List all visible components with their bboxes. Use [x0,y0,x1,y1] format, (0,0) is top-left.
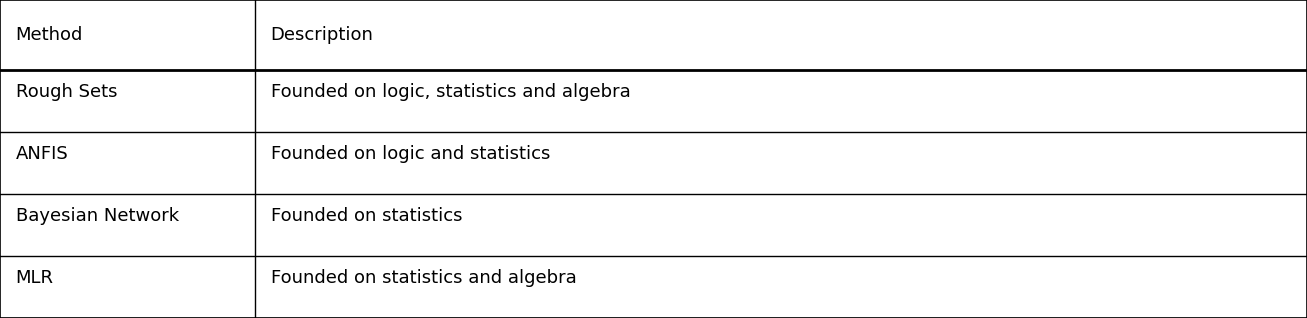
Text: Founded on statistics and algebra: Founded on statistics and algebra [271,269,576,287]
Text: Method: Method [16,26,84,44]
Text: Rough Sets: Rough Sets [16,83,118,101]
Text: Founded on logic and statistics: Founded on logic and statistics [271,145,550,163]
Text: MLR: MLR [16,269,54,287]
Text: Founded on logic, statistics and algebra: Founded on logic, statistics and algebra [271,83,630,101]
Text: Founded on statistics: Founded on statistics [271,207,463,225]
Text: Bayesian Network: Bayesian Network [16,207,179,225]
Text: ANFIS: ANFIS [16,145,68,163]
Text: Description: Description [271,26,374,44]
